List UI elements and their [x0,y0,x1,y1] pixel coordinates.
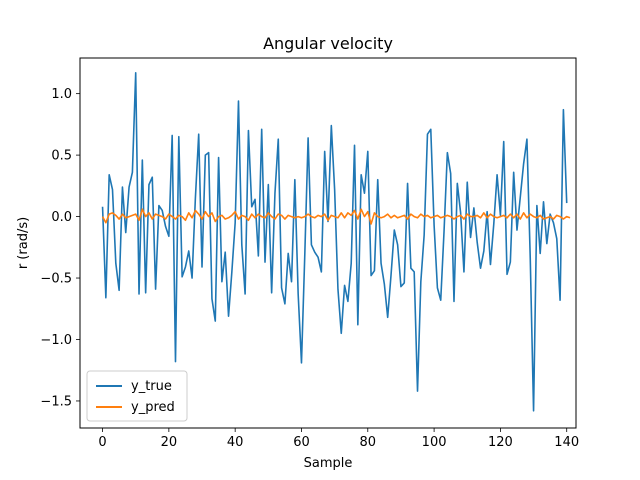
x-tick-label: 100 [422,435,447,450]
x-tick-label: 20 [161,435,178,450]
legend: y_true y_pred [86,370,188,422]
y-tick-label: 0.5 [51,149,72,164]
x-tick-label: 0 [98,435,106,450]
y-axis: −1.5 −1.0 −0.5 0.0 0.5 1.0 [40,87,80,409]
y-tick-label: −0.5 [40,272,72,287]
series-layer [101,71,571,412]
legend-frame [86,370,188,422]
x-tick-label: 60 [293,435,310,450]
chart-title: Angular velocity [263,34,393,53]
x-tick-label: 40 [227,435,244,450]
y-tick-label: 0.0 [51,210,72,225]
legend-label-y-pred: y_pred [131,400,175,415]
series-line-y-pred [101,208,571,225]
legend-label-y-true: y_true [131,379,172,394]
y-axis-label: r (rad/s) [16,217,31,269]
series-line-y-true [101,71,568,412]
x-axis: 0 20 40 60 80 100 120 140 [98,428,579,450]
x-tick-label: 80 [360,435,377,450]
x-tick-label: 140 [554,435,579,450]
x-axis-label: Sample [304,456,353,471]
plot-frame [79,57,577,429]
x-tick-label: 120 [488,435,513,450]
y-tick-label: −1.5 [40,394,72,409]
y-tick-label: −1.0 [40,333,72,348]
y-tick-label: 1.0 [51,87,72,102]
